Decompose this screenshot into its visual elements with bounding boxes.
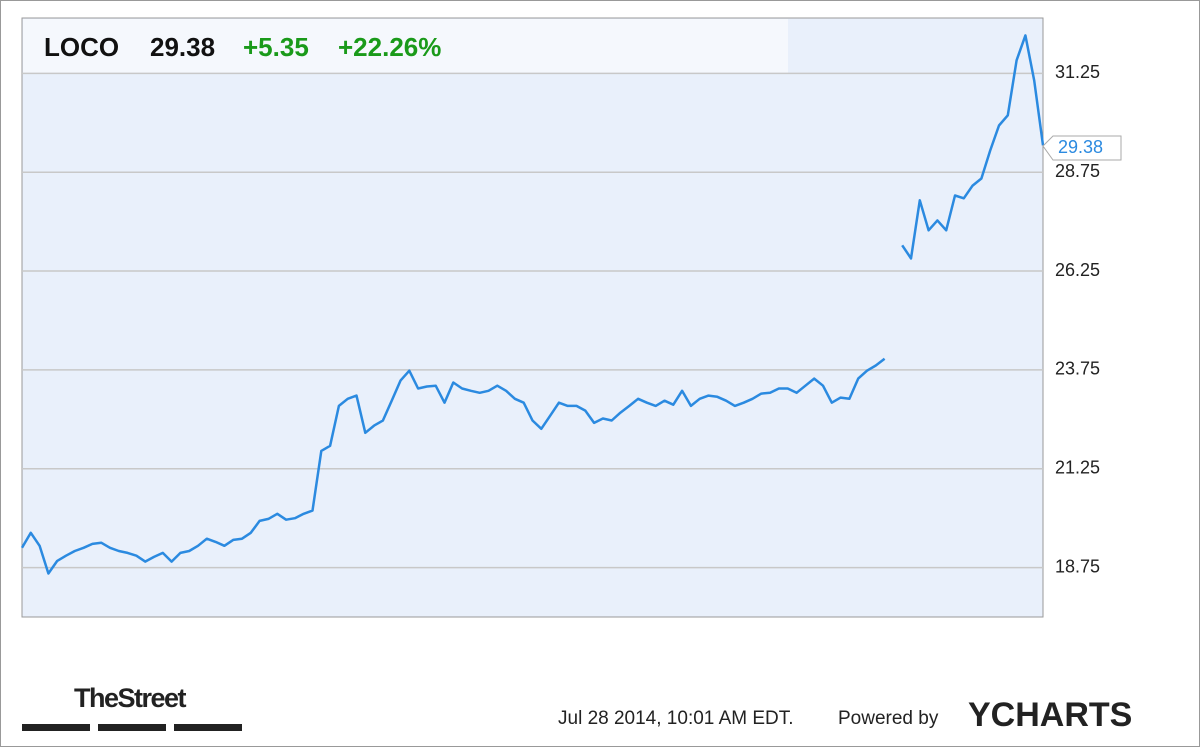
logo-bar — [22, 724, 90, 731]
y-tick-label: 23.75 — [1055, 359, 1100, 379]
y-tick-label: 26.25 — [1055, 260, 1100, 280]
price-line — [901, 34, 1045, 260]
y-tick-label: 28.75 — [1055, 161, 1100, 181]
logo-bar — [174, 724, 242, 731]
change: +5.35 — [243, 32, 309, 62]
logo-bar — [98, 724, 166, 731]
last-price-callout — [1042, 135, 1122, 161]
source-logo: TheStreet — [74, 683, 187, 713]
y-tick-label: 21.25 — [1055, 457, 1100, 477]
plot-area — [21, 17, 1044, 618]
timestamp: Jul 28 2014, 10:01 AM EDT. — [558, 708, 794, 729]
header-band — [23, 19, 788, 73]
y-tick-label: 31.25 — [1055, 62, 1100, 82]
price-line — [20, 357, 886, 575]
change-percent: +22.26% — [338, 32, 441, 62]
ticker: LOCO — [44, 32, 119, 62]
price: 29.38 — [150, 32, 215, 62]
last-price-label: 29.38 — [1058, 137, 1103, 157]
powered-by: Powered by — [838, 708, 939, 729]
y-tick-label: 18.75 — [1055, 556, 1100, 576]
brand: YCHARTS — [968, 696, 1132, 734]
